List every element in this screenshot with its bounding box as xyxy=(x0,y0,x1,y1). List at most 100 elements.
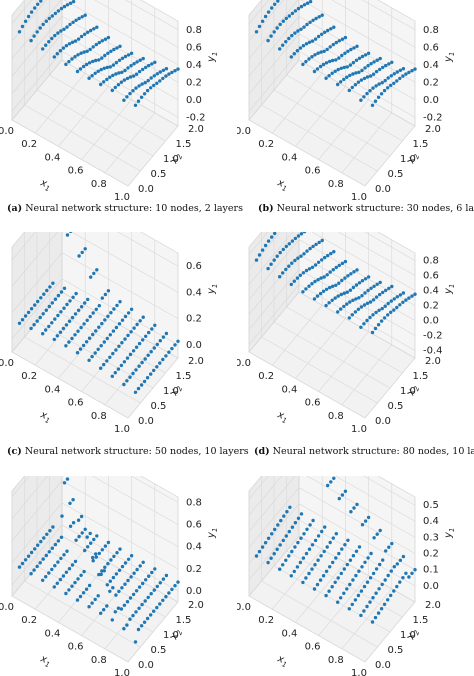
data-point xyxy=(139,383,144,387)
data-point xyxy=(85,535,89,539)
data-point xyxy=(120,318,125,322)
data-point xyxy=(67,340,71,344)
y-tick-label: 0.0 xyxy=(138,184,154,195)
data-point xyxy=(315,582,320,587)
data-point xyxy=(387,545,391,549)
data-point xyxy=(161,335,166,339)
grid-line xyxy=(11,0,33,24)
data-point xyxy=(339,307,343,311)
z-tick-label: -0.2 xyxy=(186,112,206,123)
data-point xyxy=(141,67,145,72)
z-axis-label: y1 xyxy=(443,284,456,295)
data-point xyxy=(75,69,80,74)
grid-line xyxy=(261,104,378,172)
data-point xyxy=(333,580,337,584)
data-point xyxy=(125,95,129,99)
data-point xyxy=(323,30,327,34)
data-point xyxy=(32,568,36,572)
data-point xyxy=(53,564,57,568)
data-point xyxy=(50,567,54,572)
data-point xyxy=(410,571,414,575)
data-point xyxy=(120,70,124,75)
data-point xyxy=(315,67,320,71)
grid-line xyxy=(11,595,129,663)
data-point xyxy=(67,42,72,46)
data-point xyxy=(342,291,346,295)
grid-line xyxy=(36,89,154,157)
data-point xyxy=(387,62,391,66)
data-point xyxy=(351,298,355,302)
x-tick-label: 0.2 xyxy=(21,615,37,626)
data-point xyxy=(143,81,147,85)
data-point xyxy=(374,295,379,299)
data-point xyxy=(324,569,329,573)
data-point xyxy=(150,62,154,66)
data-point xyxy=(142,620,147,624)
data-point xyxy=(304,268,309,273)
data-point xyxy=(158,79,162,83)
data-point xyxy=(290,33,294,38)
x-tick-label: 1.0 xyxy=(114,192,130,200)
tick-labels: 0.0 0.2 0.4 0.6 0.8 1.0 0.0 0.5 1.0 1.5 2.0-0.4 -0.… xyxy=(237,256,443,433)
data-point xyxy=(134,86,138,90)
grid-line xyxy=(11,502,63,564)
data-point xyxy=(97,304,102,308)
data-point xyxy=(339,80,343,84)
data-point xyxy=(284,40,288,44)
data-point xyxy=(64,570,69,574)
data-point xyxy=(351,72,355,76)
data-point xyxy=(76,308,81,312)
data-point xyxy=(413,67,417,71)
data-point xyxy=(359,613,363,618)
data-point xyxy=(351,285,356,290)
data-point xyxy=(116,367,121,371)
data-point xyxy=(363,277,368,281)
data-point xyxy=(339,596,343,600)
data-point xyxy=(302,3,307,7)
data-point xyxy=(111,63,116,67)
data-point xyxy=(275,26,279,30)
data-point xyxy=(352,270,356,274)
data-point xyxy=(94,307,99,311)
data-point xyxy=(382,88,387,93)
y-tick-label: 0.5 xyxy=(151,169,167,180)
x-tick-label: 0.0 xyxy=(237,358,251,369)
grid-line xyxy=(248,239,300,300)
data-point xyxy=(386,573,390,578)
data-point xyxy=(395,79,399,83)
y-tick-label: 0.0 xyxy=(138,660,154,671)
data-point xyxy=(81,64,86,69)
data-point xyxy=(310,265,315,269)
data-point xyxy=(348,582,352,587)
data-point xyxy=(348,288,353,292)
data-point xyxy=(71,498,75,502)
data-point xyxy=(360,523,365,527)
data-point xyxy=(134,345,139,349)
data-point xyxy=(281,247,285,252)
data-point xyxy=(379,92,384,96)
data-point xyxy=(317,240,321,245)
x-axis-label: x1 xyxy=(37,177,52,193)
data-point xyxy=(345,562,349,567)
data-point xyxy=(94,555,99,559)
data-point xyxy=(84,62,89,67)
data-point xyxy=(56,313,60,318)
data-point xyxy=(289,55,293,59)
x-axis-label: x1 xyxy=(274,177,289,193)
data-point xyxy=(311,244,315,249)
y-tick-label: 0.0 xyxy=(138,416,154,427)
data-point xyxy=(102,569,107,573)
data-point xyxy=(56,31,60,35)
data-point xyxy=(155,584,159,589)
data-point xyxy=(386,76,390,80)
grid-line xyxy=(11,252,63,313)
data-point xyxy=(164,595,168,599)
data-point xyxy=(316,34,321,39)
data-point xyxy=(106,562,110,566)
data-point xyxy=(343,276,347,280)
data-point xyxy=(103,565,107,569)
y-tick-label: 2.0 xyxy=(188,356,204,367)
data-point xyxy=(362,322,366,326)
data-point xyxy=(133,640,138,644)
data-point xyxy=(153,323,157,327)
